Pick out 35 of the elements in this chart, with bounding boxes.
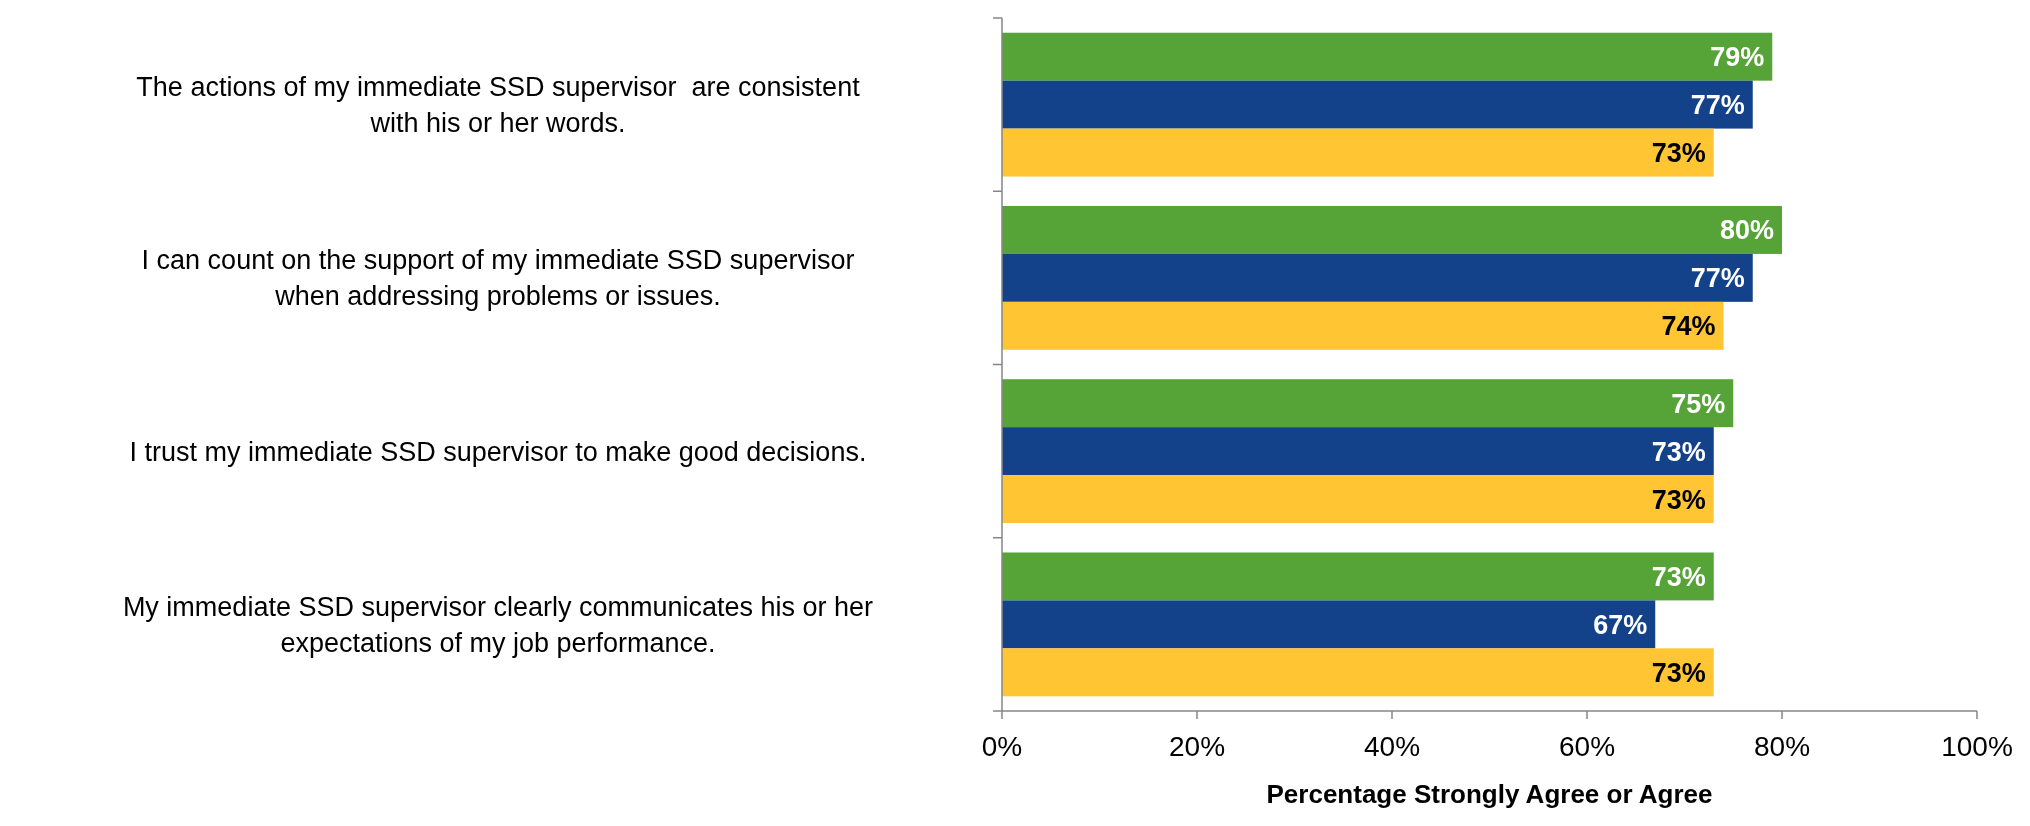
- y-tick-label: The actions of my immediate SSD supervisor are consistent with his or her words.: [136, 72, 861, 139]
- bar: [1002, 128, 1714, 177]
- x-tick-label: 80%: [1753, 731, 1811, 762]
- data-label: 73%: [1651, 561, 1706, 592]
- data-label: 74%: [1661, 311, 1716, 342]
- data-label: 73%: [1651, 657, 1706, 688]
- x-tick-label: 60%: [1558, 731, 1616, 762]
- y-tick-label: I trust my immediate SSD supervisor to make good decisions.: [129, 436, 867, 467]
- y-tick-label: My immediate SSD supervisor clearly communicates his or her expectations of my job performance.: [122, 591, 874, 658]
- bar: [1002, 32, 1773, 81]
- bar: [1002, 475, 1714, 524]
- bar: [1002, 205, 1782, 254]
- data-label: 67%: [1593, 609, 1648, 640]
- data-label: 73%: [1651, 484, 1706, 515]
- bar: [1002, 379, 1734, 428]
- data-label: 80%: [1719, 215, 1774, 246]
- bar: [1002, 301, 1724, 350]
- x-axis-title: Percentage Strongly Agree or Agree: [1266, 779, 1713, 809]
- x-tick-label: 0%: [981, 731, 1023, 762]
- bar: [1002, 648, 1714, 697]
- data-label: 73%: [1651, 436, 1706, 467]
- data-label: 75%: [1671, 388, 1726, 419]
- bar: [1002, 552, 1714, 601]
- bar: [1002, 80, 1753, 129]
- x-tick-label: 40%: [1363, 731, 1421, 762]
- data-label: 77%: [1690, 263, 1745, 294]
- data-label: 73%: [1651, 138, 1706, 169]
- y-tick-label: I can count on the support of my immediate SSD supervisor when addressing problems or issues.: [141, 245, 855, 312]
- x-tick-label: 100%: [1941, 731, 2013, 762]
- bar: [1002, 427, 1714, 476]
- bar: [1002, 253, 1753, 302]
- x-tick-label: 20%: [1168, 731, 1226, 762]
- data-label: 79%: [1710, 42, 1765, 73]
- data-label: 77%: [1690, 90, 1745, 121]
- bar: [1002, 600, 1656, 649]
